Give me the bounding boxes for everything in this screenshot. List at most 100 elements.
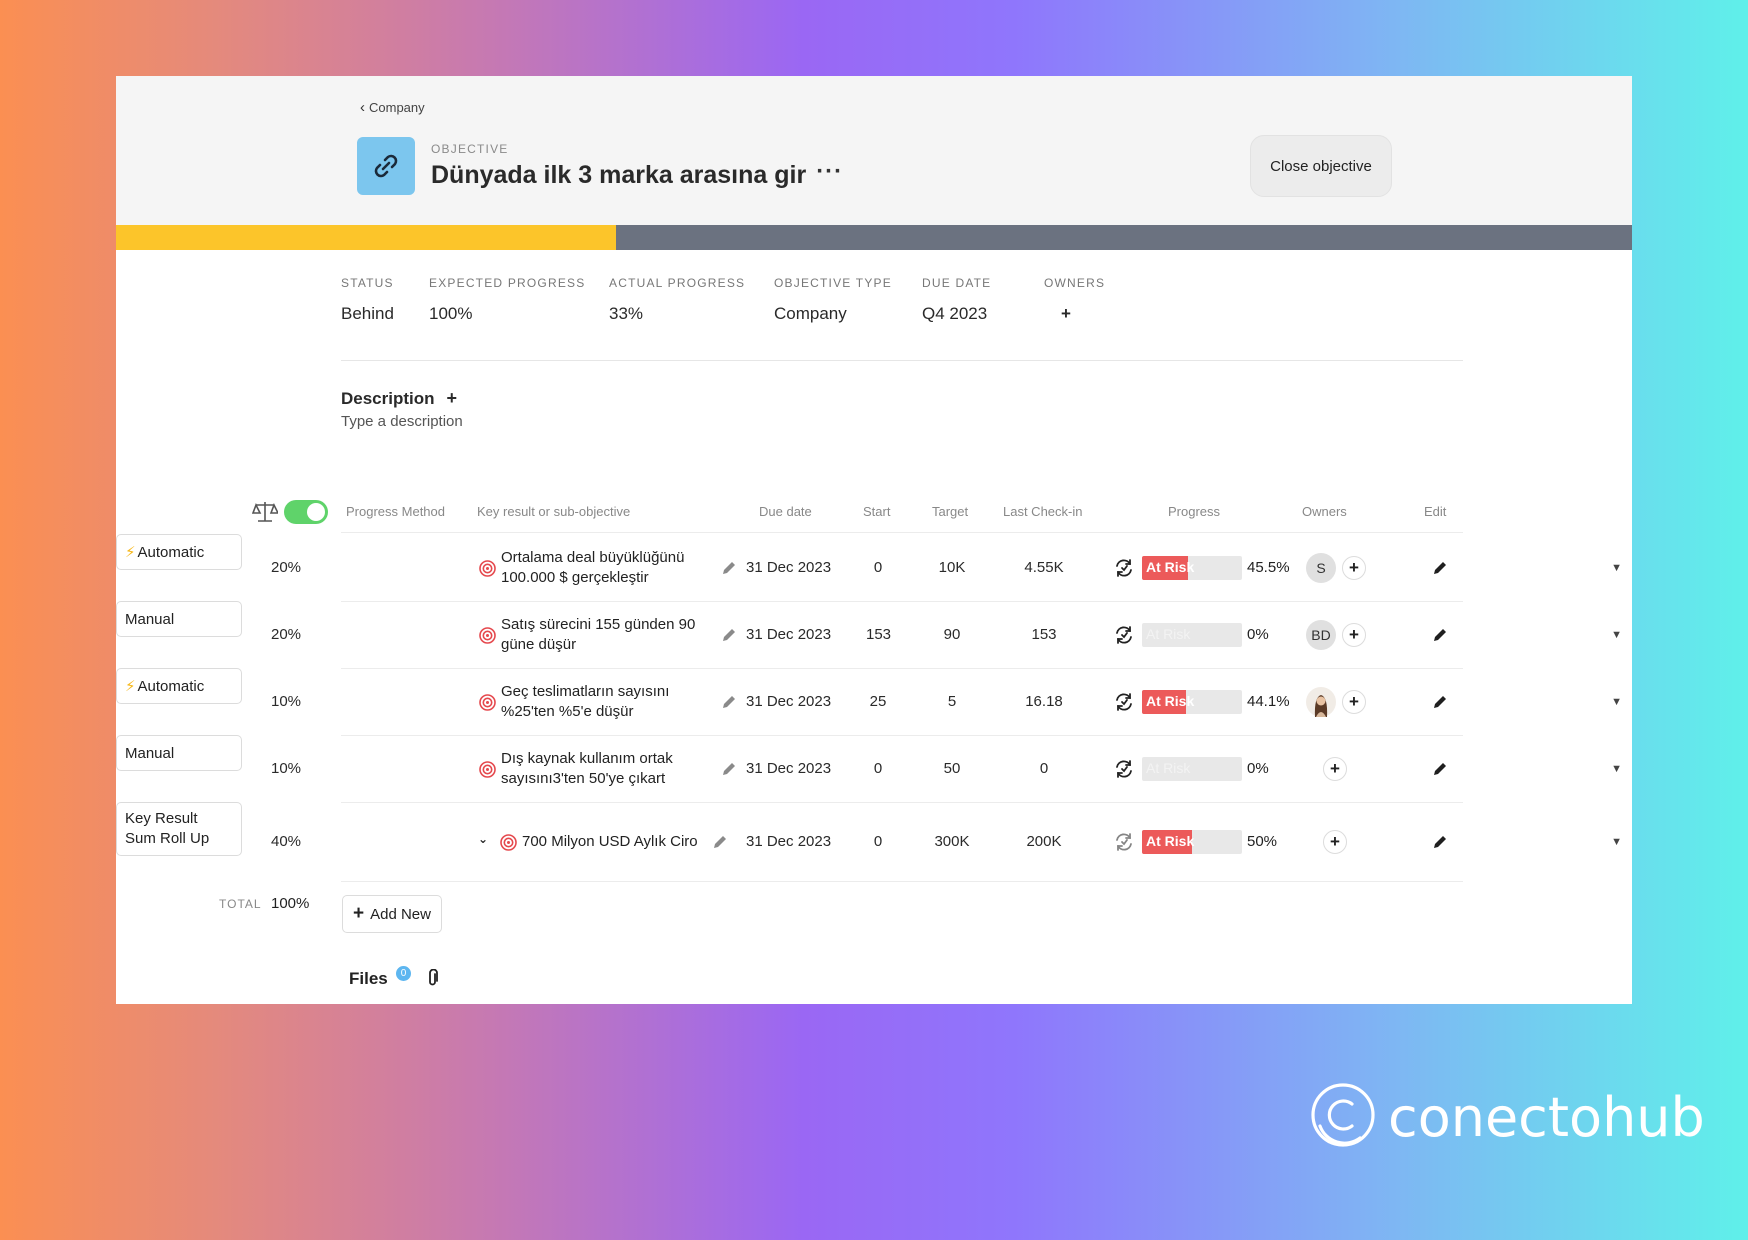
sync-icon[interactable] [1113, 557, 1135, 584]
progress-method-select[interactable]: ⚡ Automatic ▼ [116, 534, 1622, 574]
sync-icon[interactable] [1113, 758, 1135, 785]
owner-avatar[interactable]: BD [1306, 619, 1336, 650]
add-owner-button[interactable]: + [1323, 829, 1347, 854]
key-result-name[interactable]: 700 Milyon USD Aylık Ciro [522, 832, 698, 850]
pencil-icon[interactable] [721, 761, 737, 782]
key-result-name[interactable]: Geç teslimatların sayısını %25'ten %5'e … [501, 682, 670, 720]
stat-actual-progress: ACTUAL PROGRESS 33% [609, 276, 774, 324]
add-new-button[interactable]: + Add New [342, 895, 442, 933]
objective-progress-fill [116, 225, 617, 250]
key-result-name[interactable]: Satış sürecini 155 günden 90 güne düşür [501, 615, 696, 653]
weight-toggle[interactable] [284, 500, 328, 524]
add-description-button[interactable]: + [446, 388, 458, 408]
last-checkin-value: 16.18 [1025, 692, 1063, 710]
due-date[interactable]: 31 Dec 2023 [746, 692, 832, 710]
progress-method-value: Manual [125, 744, 175, 762]
status-badge: At Risk [1142, 829, 1242, 854]
target-icon [479, 693, 496, 711]
last-checkin-value: 0 [1039, 759, 1049, 777]
stat-label: ACTUAL PROGRESS [609, 276, 746, 290]
add-owner-button[interactable]: + [1342, 622, 1366, 647]
edit-pencil-icon[interactable] [1432, 627, 1448, 648]
due-date[interactable]: 31 Dec 2023 [746, 558, 832, 576]
owner-avatar[interactable] [1306, 686, 1336, 717]
add-owner-button[interactable]: + [1323, 756, 1347, 781]
key-result-name[interactable]: Ortalama deal büyüklüğünü 100.000 $ gerç… [501, 548, 685, 586]
status-label: At Risk [1146, 832, 1195, 849]
add-owner-button[interactable]: + [1342, 555, 1366, 580]
progress-method-select[interactable]: Manual ▼ [116, 735, 1622, 775]
header-owners: Owners [1302, 504, 1347, 519]
sync-icon[interactable] [1113, 831, 1135, 858]
pencil-icon[interactable] [721, 627, 737, 648]
progress-percent: 44.1% [1247, 692, 1290, 710]
progress-fill [1142, 829, 1192, 854]
row-weight[interactable]: 20% [271, 625, 302, 643]
progress-percent: 45.5% [1247, 558, 1290, 576]
target-icon [500, 833, 517, 851]
pencil-icon[interactable] [721, 560, 737, 581]
row-weight[interactable]: 20% [271, 558, 302, 576]
stat-value: Behind [341, 304, 394, 323]
progress-method-value: Manual [125, 610, 175, 628]
status-label: At Risk [1146, 558, 1195, 575]
add-owner-button[interactable]: + [1342, 689, 1366, 714]
progress-method-select[interactable]: Manual ▼ [116, 601, 1622, 641]
breadcrumb[interactable]: ‹ Company [360, 100, 425, 115]
row-weight[interactable]: 10% [271, 692, 302, 710]
table-header: Progress Method Key result or sub-object… [116, 504, 1632, 524]
start-value: 153 [866, 625, 892, 643]
edit-pencil-icon[interactable] [1432, 694, 1448, 715]
chevron-down-icon: ▼ [1611, 695, 1622, 708]
target-value: 90 [943, 625, 961, 643]
progress-percent: 0% [1247, 625, 1269, 643]
progress-method-select[interactable]: ⚡ Automatic ▼ [116, 668, 1622, 708]
objective-progress-bar [116, 225, 1632, 250]
target-icon [479, 760, 496, 778]
progress-method-value: Automatic [137, 543, 205, 561]
expand-chevron-icon[interactable]: ⌄ [478, 831, 489, 846]
divider [341, 532, 1463, 533]
sync-icon[interactable] [1113, 691, 1135, 718]
pencil-icon[interactable] [712, 834, 728, 855]
stat-objective-type: OBJECTIVE TYPE Company [774, 276, 922, 324]
lightning-icon: ⚡ [125, 544, 136, 561]
owner-avatar[interactable]: S [1306, 552, 1336, 583]
due-date[interactable]: 31 Dec 2023 [746, 832, 832, 850]
due-date[interactable]: 31 Dec 2023 [746, 625, 832, 643]
due-date[interactable]: 31 Dec 2023 [746, 759, 832, 777]
progress-method-select[interactable]: Key Result Sum Roll Up ▼ [116, 802, 1622, 856]
pencil-icon[interactable] [721, 694, 737, 715]
stat-label: OBJECTIVE TYPE [774, 276, 892, 290]
edit-pencil-icon[interactable] [1432, 834, 1448, 855]
header-due: Due date [759, 504, 812, 519]
row-weight[interactable]: 10% [271, 759, 302, 777]
sync-icon[interactable] [1113, 624, 1135, 651]
row-weight[interactable]: 40% [271, 832, 302, 850]
stat-expected-progress: EXPECTED PROGRESS 100% [429, 276, 609, 324]
status-label: At Risk [1146, 625, 1191, 642]
plus-icon: + [353, 903, 365, 924]
description-input[interactable]: Type a description [341, 413, 463, 430]
divider [341, 802, 1463, 803]
divider [341, 881, 1463, 882]
progress-fill [1142, 555, 1188, 580]
edit-pencil-icon[interactable] [1432, 560, 1448, 581]
header-edit: Edit [1424, 504, 1447, 519]
edit-pencil-icon[interactable] [1432, 761, 1448, 782]
target-icon [479, 559, 496, 577]
close-objective-button[interactable]: Close objective [1250, 135, 1392, 197]
more-options-icon[interactable]: ··· [816, 157, 844, 185]
key-result-name[interactable]: Dış kaynak kullanım ortak sayısını3'ten … [501, 749, 673, 787]
toggle-knob [307, 503, 325, 521]
add-owner-button[interactable]: + [1061, 304, 1071, 323]
stat-value: Q4 2023 [922, 304, 988, 323]
chevron-down-icon: ▼ [1611, 835, 1622, 848]
chevron-down-icon: ▼ [1611, 628, 1622, 641]
stat-value: 33% [609, 304, 644, 323]
paperclip-icon[interactable] [426, 968, 440, 992]
balance-scale-icon [251, 500, 280, 529]
chevron-left-icon: ‹ [360, 99, 365, 116]
status-label: At Risk [1146, 692, 1195, 709]
link-icon [357, 137, 415, 195]
